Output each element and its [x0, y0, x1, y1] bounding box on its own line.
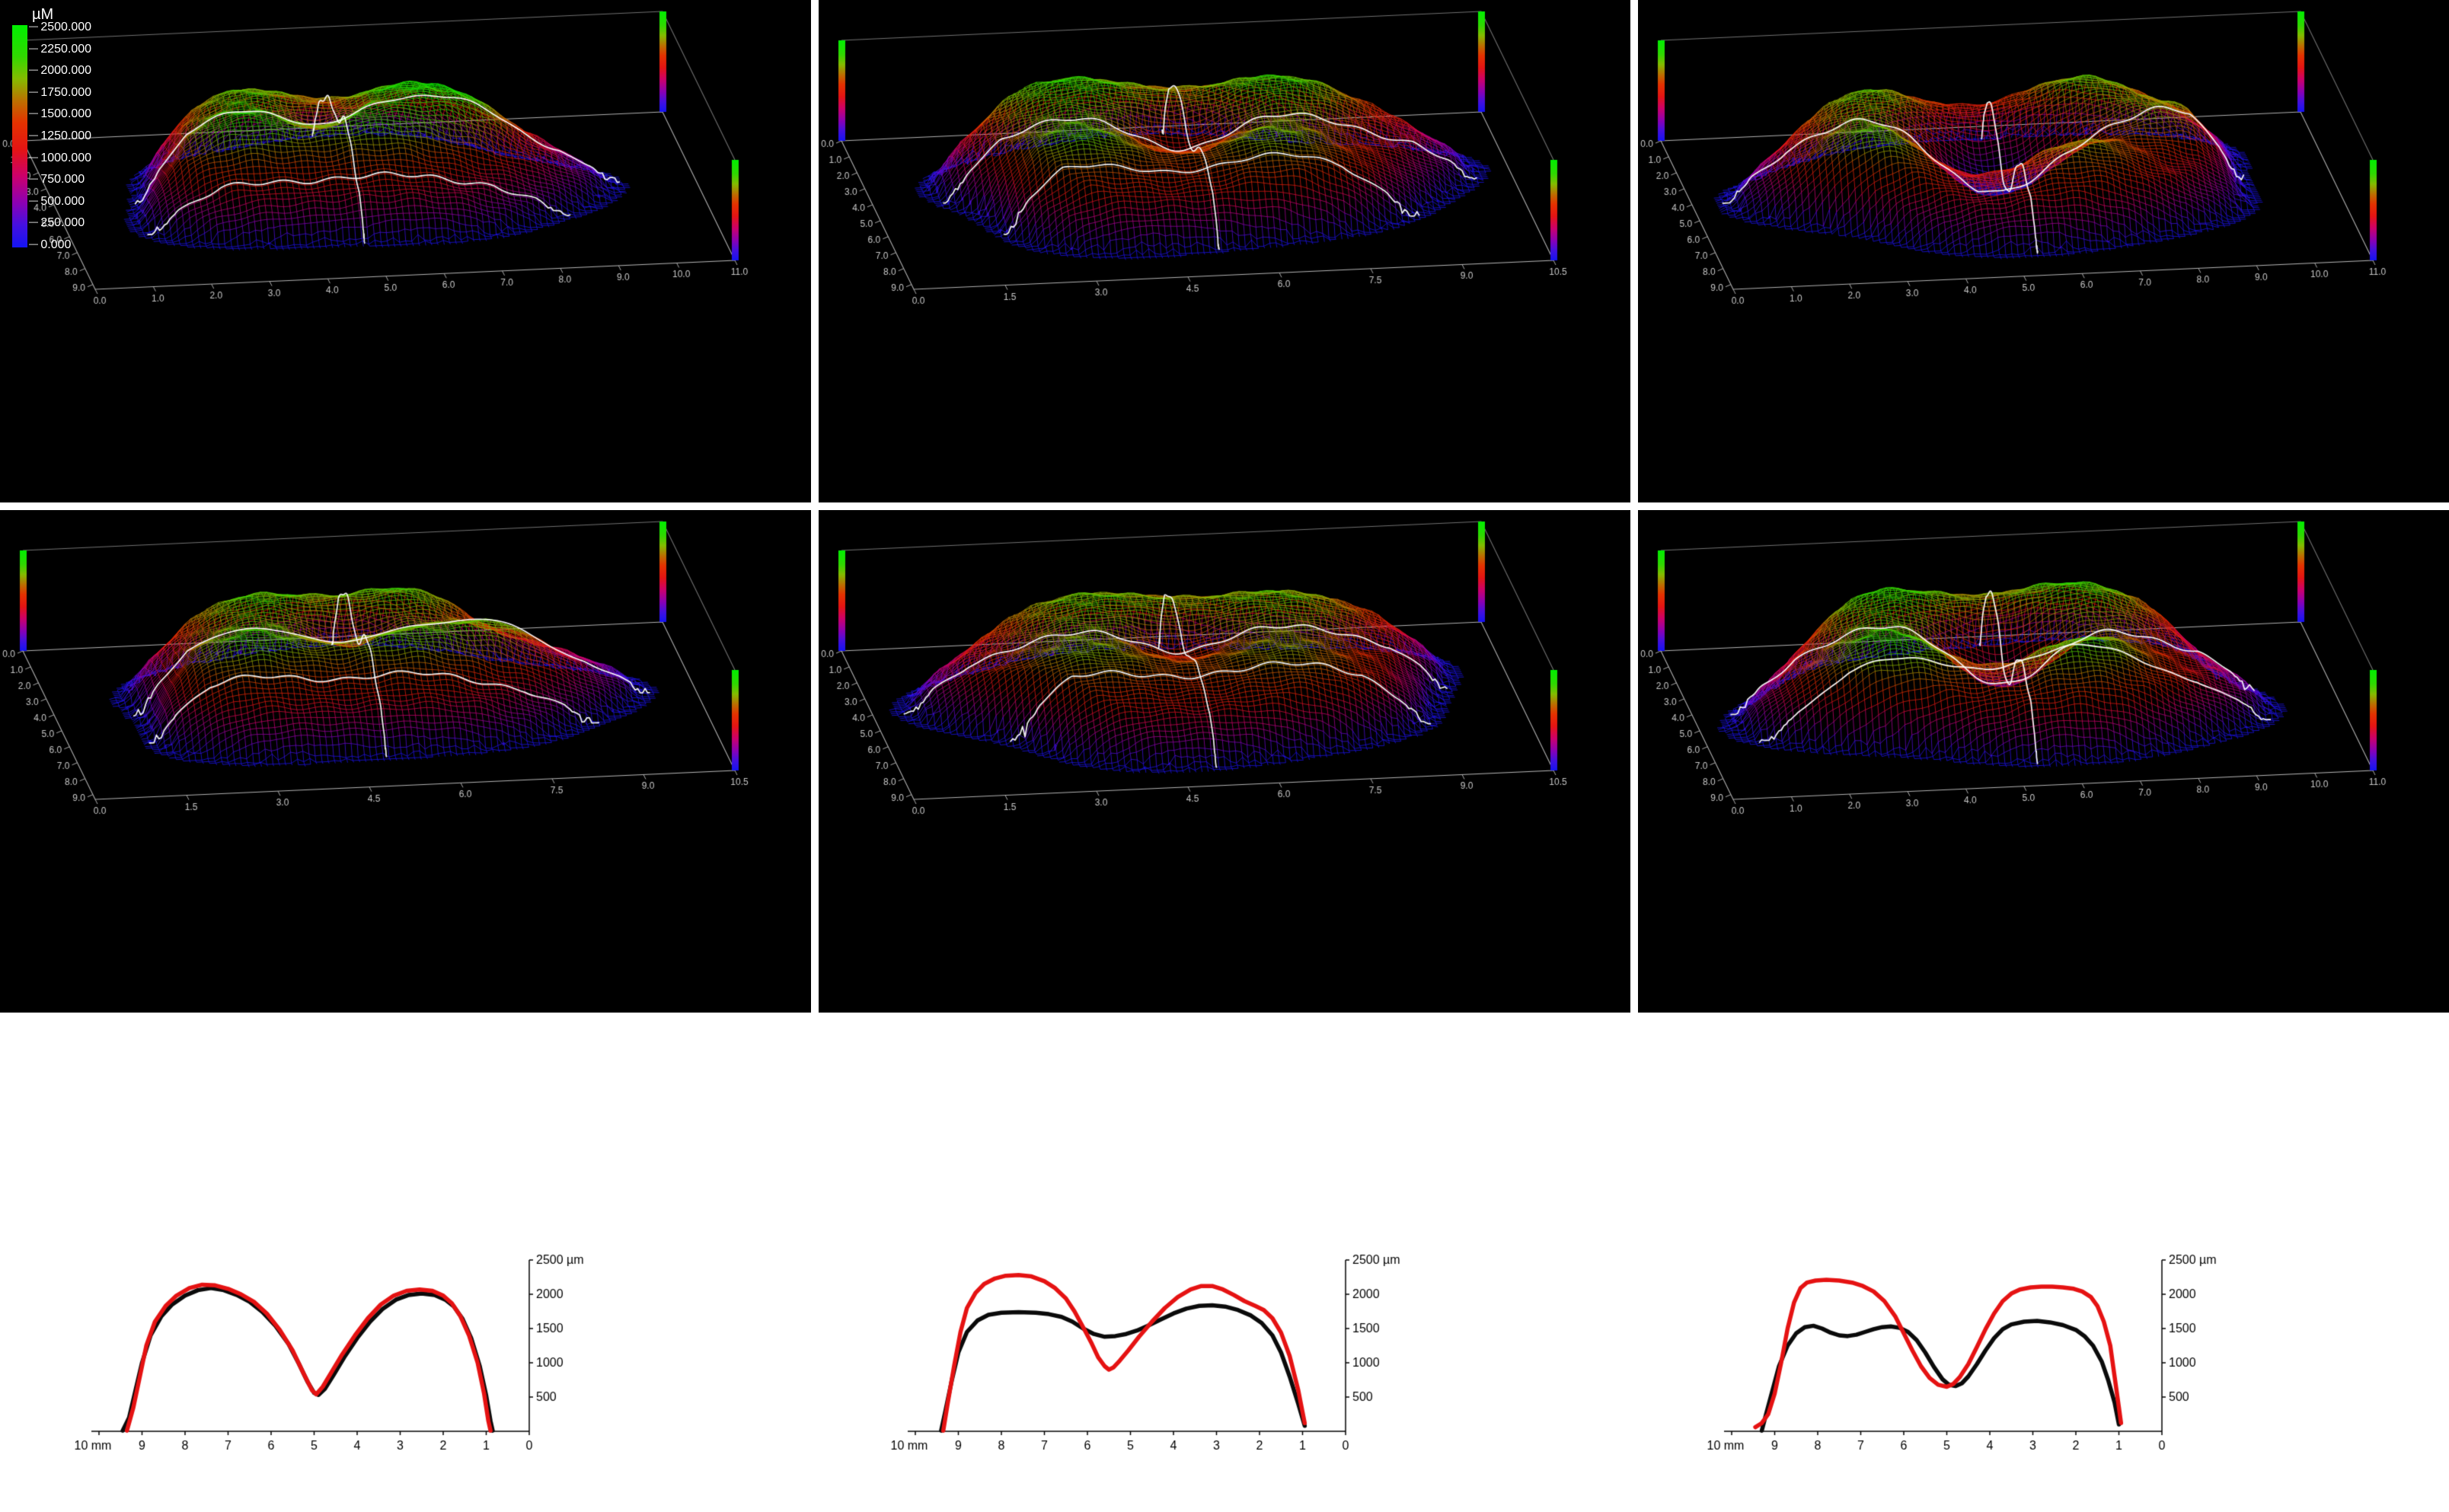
surface-panel-3 — [1637, 0, 2449, 502]
legend-tick: 1000.000 — [29, 152, 91, 164]
profile-cell-left — [0, 1013, 816, 1504]
profile-cell-middle — [816, 1013, 1633, 1504]
legend-tick: 250.000 — [29, 217, 91, 229]
profile-chart-row — [0, 1013, 2449, 1504]
legend-unit-label: µM — [32, 6, 54, 23]
legend-tick: 0.000 — [29, 238, 91, 251]
legend-tick: 2000.000 — [29, 65, 91, 77]
surface-panel-grid: µM 2500.000 2250.000 2000.000 1750.000 1500.… — [0, 0, 2449, 1013]
surface-plot-canvas-3 — [1637, 0, 2449, 502]
surface-plot-canvas-5 — [819, 510, 1630, 1013]
surface-panel-4 — [0, 510, 812, 1013]
legend-tick: 1250.000 — [29, 129, 91, 142]
surface-panel-5 — [819, 510, 1630, 1013]
profile-chart-left — [65, 1237, 598, 1473]
legend-gradient-bar — [12, 25, 27, 247]
surface-panel-2 — [819, 0, 1630, 502]
profile-chart-middle — [881, 1237, 1414, 1473]
surface-plot-canvas-4 — [0, 510, 811, 1013]
legend-tick: 2500.000 — [29, 21, 91, 33]
surface-plot-canvas-6 — [1637, 510, 2449, 1013]
legend-tick-labels: 2500.000 2250.000 2000.000 1750.000 1500.000… — [29, 21, 91, 251]
surface-plot-canvas-1 — [0, 0, 811, 502]
z-colorbar-legend: µM 2500.000 2250.000 2000.000 1750.000 1500.… — [12, 6, 91, 251]
legend-tick: 750.000 — [29, 174, 91, 186]
legend-tick: 500.000 — [29, 195, 91, 208]
legend-tick: 2250.000 — [29, 43, 91, 56]
surface-panel-1: µM 2500.000 2250.000 2000.000 1750.000 1500.… — [0, 0, 812, 502]
profile-cell-right — [1633, 1013, 2449, 1504]
profile-chart-right — [1697, 1237, 2230, 1473]
surface-panel-6 — [1637, 510, 2449, 1013]
legend-tick: 1750.000 — [29, 86, 91, 99]
surface-plot-canvas-2 — [819, 0, 1630, 502]
legend-body: 2500.000 2250.000 2000.000 1750.000 1500.000… — [12, 21, 91, 251]
legend-tick: 1500.000 — [29, 108, 91, 120]
